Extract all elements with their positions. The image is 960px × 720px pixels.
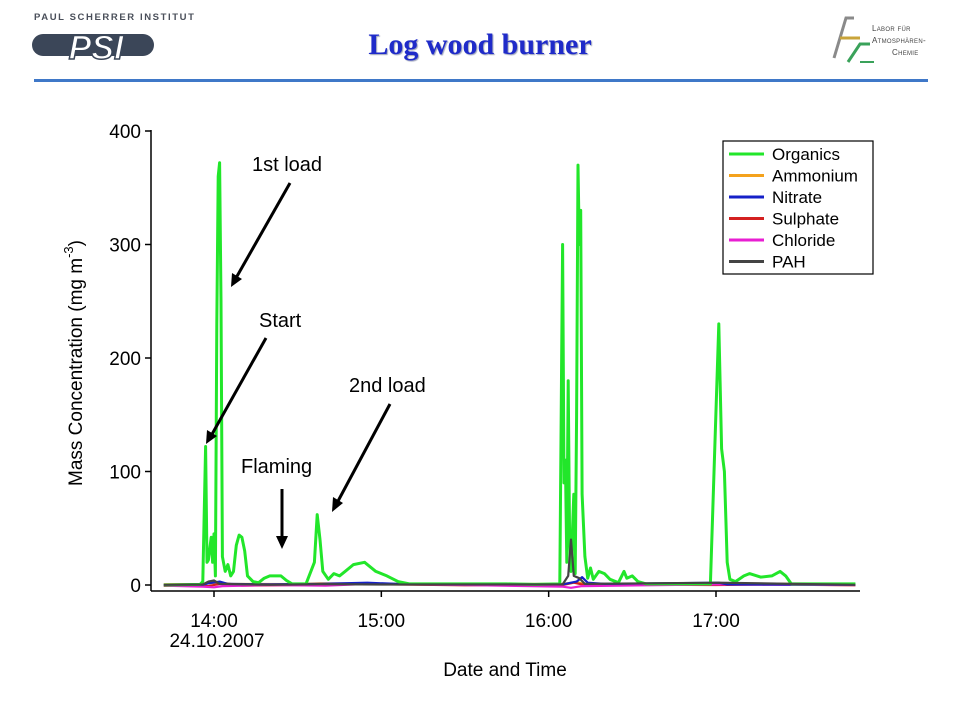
plot-frame	[150, 130, 860, 592]
annotation-1st-load-arrow-shaft	[234, 182, 292, 279]
series-line-pah	[163, 538, 856, 586]
annotation-2nd-load-arrow-shaft	[335, 403, 392, 504]
annotation-2nd-load: 2nd load	[349, 375, 426, 397]
lac-line-3: Chemie	[892, 48, 919, 57]
x-tick-label: 15:00	[358, 611, 406, 632]
lac-line-2: Atmosphären-	[872, 36, 926, 45]
x-axis-title: Date and Time	[443, 660, 567, 681]
x-tick-sublabel: 24.10.2007	[169, 631, 264, 652]
legend-label: Chloride	[772, 231, 835, 250]
series-lines	[163, 161, 856, 589]
lac-logo: Labor für Atmosphären- Chemie	[830, 14, 940, 66]
psi-mark-text: PSI	[69, 29, 125, 67]
legend-box	[722, 140, 874, 275]
y-axis-title-sup: -3	[61, 246, 76, 258]
legend-label: Sulphate	[772, 210, 839, 229]
lac-emblem	[832, 16, 874, 63]
x-tick-label: 16:00	[525, 611, 573, 632]
y-tick-label: 300	[109, 236, 141, 257]
psi-mark: PSI	[32, 28, 154, 68]
annotation-1st-load-arrow-head	[231, 273, 242, 287]
legend-items: Organics Ammonium Nitrate Sulphate Chloride P…	[729, 145, 858, 272]
annotations: 1st load Start 2nd load Flaming	[206, 154, 426, 549]
y-tick-label: 400	[109, 122, 141, 143]
y-axis-title-close: )	[66, 240, 87, 246]
legend-label: PAH	[772, 253, 806, 272]
annotation-flaming: Flaming	[241, 456, 312, 478]
annotation-2nd-load-arrow-head	[332, 497, 343, 512]
annotation-1st-load: 1st load	[252, 154, 322, 176]
y-tick-label: 200	[109, 349, 141, 370]
legend-label: Nitrate	[772, 188, 822, 207]
annotation-start-arrow-shaft	[209, 337, 268, 437]
legend-label: Organics	[772, 145, 840, 164]
header-divider	[34, 79, 928, 82]
annotation-flaming-arrow-head	[276, 536, 288, 549]
legend-label: Ammonium	[772, 167, 858, 186]
x-tick-label: 14:00	[190, 611, 238, 632]
y-tick-label: 0	[130, 576, 141, 597]
page-title: Log wood burner	[368, 28, 592, 61]
y-ticks: 0 100 200 300 400	[109, 122, 151, 597]
y-axis-title: Mass Concentration (mg m-3)	[61, 240, 87, 486]
psi-logo: PAUL SCHERRER INSTITUT PSI	[26, 12, 194, 68]
y-tick-label: 100	[109, 463, 141, 484]
lac-line-1: Labor für	[872, 24, 911, 33]
psi-institute-name: PAUL SCHERRER INSTITUT	[34, 12, 196, 23]
annotation-start: Start	[259, 310, 302, 332]
y-axis-title-main: Mass Concentration (mg m	[66, 258, 87, 486]
legend: Organics Ammonium Nitrate Sulphate Chloride P…	[722, 140, 874, 275]
x-tick-label: 17:00	[692, 611, 740, 632]
annotation-start-arrow-head	[206, 430, 217, 444]
